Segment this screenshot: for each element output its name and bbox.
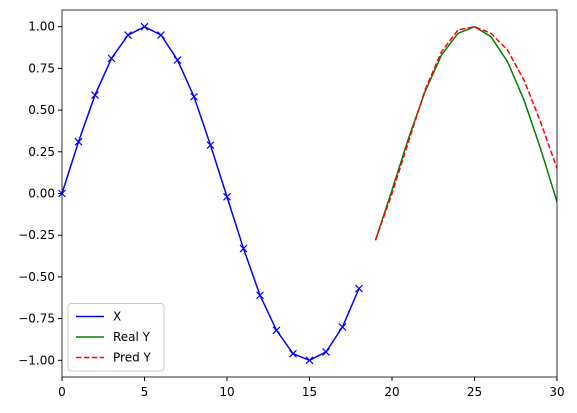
legend-label: X bbox=[113, 310, 121, 324]
legend-box bbox=[67, 303, 165, 372]
marker bbox=[140, 22, 149, 31]
x-tick-label: 30 bbox=[549, 385, 564, 399]
marker bbox=[173, 56, 182, 64]
marker bbox=[338, 323, 347, 331]
marker bbox=[74, 137, 83, 146]
legend-label: Real Y bbox=[113, 330, 151, 344]
marker bbox=[190, 92, 198, 101]
marker bbox=[256, 291, 264, 300]
x-tick-label: 10 bbox=[219, 385, 234, 399]
y-tick-label: −0.25 bbox=[18, 228, 55, 242]
x-tick-label: 20 bbox=[384, 385, 399, 399]
y-tick-label: 0.00 bbox=[28, 187, 55, 201]
y-tick-label: 0.25 bbox=[28, 145, 55, 159]
y-tick-label: −1.00 bbox=[18, 353, 55, 367]
marker bbox=[305, 356, 314, 365]
y-tick-label: 1.00 bbox=[28, 20, 55, 34]
legend-label: Pred Y bbox=[113, 351, 152, 365]
marker bbox=[272, 326, 281, 335]
line bbox=[374, 25, 557, 241]
marker bbox=[91, 91, 99, 100]
marker bbox=[239, 244, 248, 253]
y-tick-label: −0.50 bbox=[18, 270, 55, 284]
marker bbox=[124, 31, 132, 39]
y-tick-label: 0.75 bbox=[28, 61, 55, 75]
marker bbox=[223, 192, 231, 201]
marker bbox=[157, 31, 165, 39]
x-tick-label: 15 bbox=[302, 385, 317, 399]
y-tick-label: −0.75 bbox=[18, 312, 55, 326]
x-tick-label: 5 bbox=[141, 385, 149, 399]
line bbox=[374, 25, 557, 241]
marker bbox=[107, 54, 116, 63]
marker bbox=[355, 284, 363, 293]
x-tick-label: 0 bbox=[58, 385, 66, 399]
y-tick-label: 0.50 bbox=[28, 103, 55, 117]
plot-frame bbox=[61, 9, 558, 378]
x-tick-label: 25 bbox=[467, 385, 482, 399]
marker bbox=[322, 348, 330, 356]
marker bbox=[206, 141, 215, 150]
marker bbox=[289, 349, 297, 358]
